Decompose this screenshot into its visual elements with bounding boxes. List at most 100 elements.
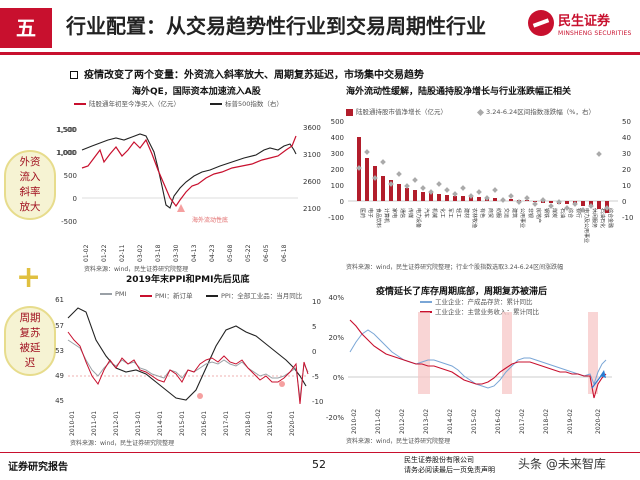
chart3-series-pmi xyxy=(67,339,309,399)
chart2-xlabel: 计算机 xyxy=(383,208,390,223)
chart2-marker xyxy=(564,205,570,211)
chart2-ytick: 0 xyxy=(340,198,344,206)
chart2-bar xyxy=(533,201,537,202)
chart2-xlabel: 医药 xyxy=(359,208,366,218)
chart2-marker xyxy=(476,189,482,195)
chart4-xticks: 2010-02 2011-02 2012-02 2013-02 2014-02 … xyxy=(351,409,602,434)
chart1-rtick-3100: 3100 xyxy=(303,151,321,159)
chart2-bar xyxy=(445,195,449,201)
chart4-xtick: 2016-02 xyxy=(495,409,502,434)
chart2-marker xyxy=(356,165,362,171)
chart2-rtick: 0 xyxy=(622,198,626,206)
chart3-xtick: 2010-01 xyxy=(69,411,76,436)
chart2-bar xyxy=(525,200,529,201)
key-point-text: 疫情改变了两个变量：外资流入斜率放大、周期复苏延迟，市场集中交易趋势 xyxy=(84,70,424,81)
chart3-legend-pmi: PMI xyxy=(100,290,126,298)
chart4-highlight-band xyxy=(502,312,512,394)
chart4-source: 资料来源：wind，民生证券研究院整理 xyxy=(346,438,451,445)
chart2-xlabel: 电子 xyxy=(367,208,374,218)
chart2-marker xyxy=(436,181,442,187)
watermark: 头条 @未来智库 xyxy=(518,457,606,471)
chart2-title: 海外流动性缓解，陆股通持股净增长与行业涨跌幅正相关 xyxy=(346,87,572,97)
chart2-bar xyxy=(549,201,553,203)
chart4-xtick: 2019-02 xyxy=(567,409,574,434)
chart2-bar xyxy=(589,201,593,207)
chart2-source: 资料来源：wind，民生证券研究院整理；行业个股指数选取3.24-6.24区间涨… xyxy=(346,264,564,271)
chart2-bar xyxy=(453,196,457,201)
footer-report-label: 证券研究报告 xyxy=(8,462,68,473)
chart2-rtick: 30 xyxy=(622,150,631,158)
chart2-ytick: 300 xyxy=(331,150,344,158)
chart1-xtick: 04-23 xyxy=(209,244,216,262)
chart1-ytick-neg500: -500 xyxy=(61,218,77,226)
chart2-marker xyxy=(556,199,562,205)
chart2-bar xyxy=(493,198,497,201)
chart2-marker xyxy=(548,203,554,209)
chart2-legend-a: 陆股通持股市值净增长（亿元） xyxy=(346,106,447,116)
chart2-rtick: 40 xyxy=(622,134,631,142)
chart2-bars xyxy=(357,137,609,213)
chart2-marker xyxy=(372,175,378,181)
chart2-bar xyxy=(517,200,521,201)
chart4-xtick: 2013-02 xyxy=(423,409,430,434)
chart2-bar xyxy=(365,158,369,201)
chart1-ytick-1000: 1,000 xyxy=(57,149,77,157)
chart2-xlabel: 电力及公用事业 xyxy=(583,208,590,243)
chart2-ytick: 400 xyxy=(331,134,344,142)
chart1-xtick: 05-22 xyxy=(245,244,252,262)
chart2-bar xyxy=(541,201,545,203)
chart2-rtick: -10 xyxy=(622,214,633,222)
chart2-marker xyxy=(364,149,370,155)
chart2-bar xyxy=(485,198,489,201)
chart4-legend-inventory: 工业企业：产成品存货：累计同比 xyxy=(420,296,533,306)
chart3-source: 资料来源：wind，民生证券研究院整理 xyxy=(70,440,175,447)
chart3-bottom-marker xyxy=(279,381,285,387)
chart2-bar xyxy=(557,201,561,204)
chart1-xtick: 05-08 xyxy=(227,244,234,262)
chart3-ytick: 49 xyxy=(55,372,64,380)
chart2-marker xyxy=(460,185,466,191)
chart1-xtick: 03-30 xyxy=(173,244,180,262)
chart4-ytick: -20% xyxy=(326,414,344,422)
chart2-marker xyxy=(508,193,514,199)
chart2-marker xyxy=(532,201,538,207)
chart2-bar xyxy=(429,193,433,201)
chart2-rtick: 50 xyxy=(622,118,631,126)
chart2-bar xyxy=(373,166,377,201)
chart2-marker xyxy=(540,197,546,203)
chart2-marker xyxy=(572,201,578,207)
footer-company: 民生证券股份有限公司 xyxy=(404,456,474,464)
chart2-rtick: 10 xyxy=(622,182,631,190)
chart2-xlabel: 钢铁 xyxy=(543,208,550,218)
chart2-bar xyxy=(357,137,361,201)
chart2-bar xyxy=(501,199,505,201)
chart2-marker xyxy=(468,193,474,199)
chart1-rtick-2100: 2100 xyxy=(303,205,321,213)
brand-logo: 民生证券 MINSHENG SECURITIES xyxy=(528,8,640,48)
chart1-plot: 1,500 1,000 xyxy=(56,126,76,157)
chart2-xlabel: 轻工 xyxy=(455,208,462,218)
chart2-marker xyxy=(428,189,434,195)
chart2-marker xyxy=(380,159,386,165)
chart2-bar xyxy=(397,184,401,201)
chart2-marker xyxy=(388,181,394,187)
chart3-xticks: 2010-01 2011-01 2012-01 2013-01 2014-01 … xyxy=(69,411,296,436)
chart2-ytick: 200 xyxy=(331,166,344,174)
chart1-ytick-500: 500 xyxy=(64,172,77,180)
chart2-bar xyxy=(565,201,569,204)
chart2-xlabel: 化工 xyxy=(439,208,446,218)
chart4-xtick: 2012-02 xyxy=(399,409,406,434)
chart2-bar xyxy=(597,201,601,209)
chart1-xtick: 01-02 xyxy=(83,244,90,262)
chart3-xtick: 2019-01 xyxy=(267,411,274,436)
chart1-rtick-3600: 3600 xyxy=(303,124,321,132)
chart2-bar xyxy=(573,201,577,205)
chart2-xlabel: 军工 xyxy=(447,208,453,218)
chart3-xtick: 2011-01 xyxy=(91,411,98,436)
chart2-bar xyxy=(509,199,513,201)
chart2-marker xyxy=(516,199,522,205)
chart2-xlabel: 房地产 xyxy=(535,208,542,223)
chart2-xlabel: 传媒 xyxy=(407,208,414,218)
chart4-xtick: 2015-02 xyxy=(471,409,478,434)
chart2-marker xyxy=(404,183,410,189)
